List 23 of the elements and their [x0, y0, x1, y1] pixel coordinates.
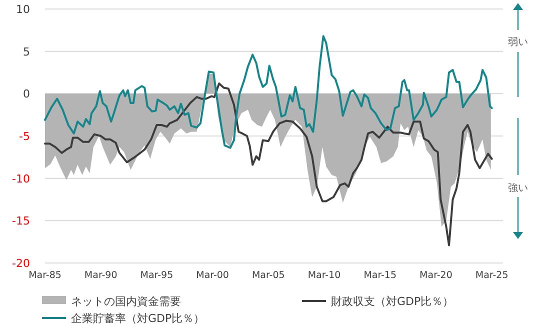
y-tick-label: -15: [12, 214, 30, 228]
y-tick-label: 10: [16, 3, 30, 16]
text: 強い: [508, 182, 528, 194]
x-tick-label: Mar-85: [28, 270, 62, 281]
x-tick-label: Mar-00: [196, 270, 229, 281]
y-tick-label: -5: [19, 130, 30, 143]
x-tick-label: Mar-05: [252, 270, 285, 281]
x-tick-label: Mar-90: [84, 270, 118, 281]
legend-label: ネットの国内資金需要: [71, 295, 181, 308]
x-tick-label: Mar-25: [475, 270, 508, 281]
y-tick-label: 5: [23, 45, 30, 58]
line-series: [44, 35, 493, 149]
x-tick-label: Mar-15: [364, 270, 397, 281]
legend-label: 企業貯蓄率（対GDP比％）: [71, 312, 205, 325]
x-tick-label: Mar-20: [420, 270, 452, 281]
line-series: [44, 82, 493, 246]
x-tick-label: Mar-95: [140, 270, 174, 281]
text: 弱い: [508, 37, 528, 48]
y-tick-label: -20: [12, 257, 30, 270]
x-tick-label: Mar-10: [308, 270, 341, 281]
y-tick-label: 0: [23, 88, 30, 101]
y-tick-label: -10: [12, 172, 30, 186]
legend-label: 財政収支（対GDP比％）: [331, 295, 454, 308]
